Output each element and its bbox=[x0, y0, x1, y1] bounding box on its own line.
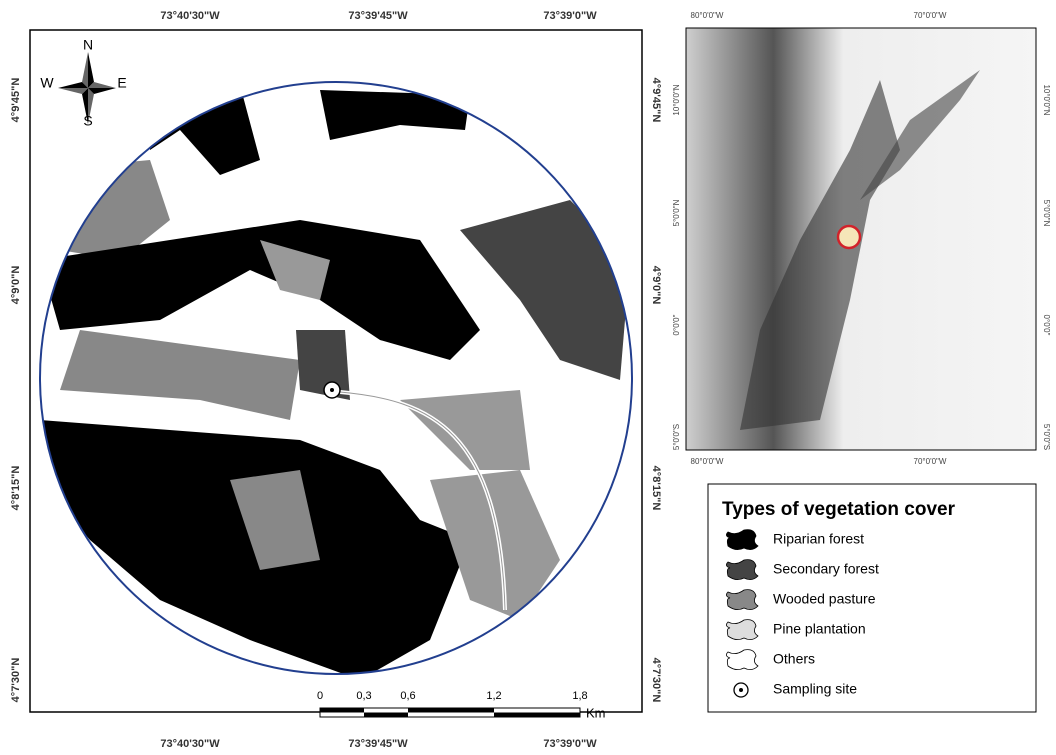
legend-swatch bbox=[739, 688, 743, 692]
coord-label: 4°9'0"N bbox=[10, 266, 22, 305]
legend-label: Sampling site bbox=[773, 681, 857, 697]
page: 73°40'30"W 73°40'30"W 73°39'45"W 73°39'45"W… bbox=[0, 0, 1056, 755]
coord-label: 4°8'15"N bbox=[650, 466, 662, 511]
scale-label: 0 bbox=[317, 690, 323, 702]
inset-coord: 0°0'0" bbox=[672, 314, 681, 335]
inset-coord: 10°0'0"N bbox=[1042, 84, 1051, 115]
inset-coord: 80°0'0"W bbox=[691, 11, 724, 20]
legend-label: Others bbox=[773, 651, 815, 667]
inset-coord: 0°0'0" bbox=[1042, 315, 1051, 336]
compass-letter: E bbox=[117, 75, 126, 91]
coord-label: 73°39'0"W bbox=[543, 738, 597, 750]
figure: 73°40'30"W 73°40'30"W 73°39'45"W 73°39'45"W… bbox=[0, 0, 1056, 755]
coord-label: 4°7'30"N bbox=[650, 658, 662, 703]
coord-label: 73°39'45"W bbox=[348, 738, 408, 750]
sampling-site-dot bbox=[330, 388, 334, 392]
inset-coord: 80°0'0"W bbox=[691, 457, 724, 466]
legend-title: Types of vegetation cover bbox=[722, 499, 956, 520]
inset-coord: 70°0'0"W bbox=[914, 11, 947, 20]
coord-label: 73°39'45"W bbox=[348, 10, 408, 22]
legend-label: Pine plantation bbox=[773, 621, 866, 637]
coord-label: 4°7'30"N bbox=[10, 658, 22, 703]
scale-bar bbox=[320, 708, 580, 717]
scale-label: 0,3 bbox=[356, 690, 371, 702]
coord-label: 4°9'45"N bbox=[650, 78, 662, 123]
inset-coord: 5°0'0"S bbox=[672, 424, 681, 450]
legend-label: Secondary forest bbox=[773, 561, 879, 577]
scale-label: 1,8 bbox=[572, 690, 587, 702]
inset-coord: 10°0'0"N bbox=[672, 84, 681, 115]
inset-coord: 5°0'0"N bbox=[672, 199, 681, 226]
compass-letter: N bbox=[83, 37, 93, 53]
location-marker bbox=[838, 226, 860, 248]
coord-label: 4°9'45"N bbox=[10, 78, 22, 123]
legend-label: Wooded pasture bbox=[773, 591, 876, 607]
legend-label: Riparian forest bbox=[773, 531, 864, 547]
coord-label: 4°9'0"N bbox=[650, 266, 662, 305]
scale-label: 1,2 bbox=[486, 690, 501, 702]
compass-letter: S bbox=[83, 113, 92, 129]
scale-unit: Km bbox=[586, 705, 606, 720]
coord-label: 73°39'0"W bbox=[543, 10, 597, 22]
inset-coord: 70°0'0"W bbox=[914, 457, 947, 466]
inset-coord: 5°0'0"N bbox=[1042, 200, 1051, 227]
coord-label: 4°8'15"N bbox=[10, 466, 22, 511]
coord-label: 73°40'30"W bbox=[160, 10, 220, 22]
scale-label: 0,6 bbox=[400, 690, 415, 702]
inset-coord: 5°0'0"S bbox=[1042, 424, 1051, 450]
compass-letter: W bbox=[40, 75, 54, 91]
coord-label: 73°40'30"W bbox=[160, 738, 220, 750]
